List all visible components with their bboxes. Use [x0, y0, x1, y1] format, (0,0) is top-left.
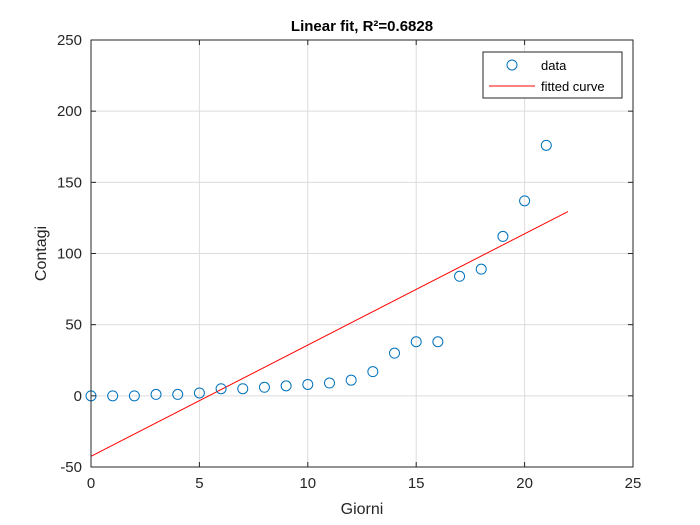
data-point	[302, 378, 314, 390]
data-point	[540, 139, 552, 151]
x-axis-label: Giorni	[341, 501, 384, 518]
y-tick-label: -50	[60, 459, 82, 476]
x-tick-label: 0	[87, 475, 95, 492]
data-point	[432, 336, 444, 348]
data-point	[389, 347, 401, 359]
data-point	[150, 388, 162, 400]
data-point	[454, 270, 466, 282]
data-point	[323, 377, 335, 389]
legend: data fitted curve	[482, 51, 623, 99]
legend-entry-label: data	[541, 58, 567, 73]
y-axis-label: Contagi	[33, 226, 50, 281]
data-point	[345, 374, 357, 386]
data-point	[280, 380, 292, 392]
legend-entry-label: fitted curve	[541, 79, 605, 94]
y-tick-label: 200	[57, 103, 82, 120]
chart-title: Linear fit, R²=0.6828	[291, 18, 433, 35]
x-tick-label: 10	[299, 475, 316, 492]
y-tick-label: 150	[57, 174, 82, 191]
legend-marker-swatch	[506, 59, 518, 71]
data-point	[410, 336, 422, 348]
data-point	[107, 390, 119, 402]
data-point	[128, 390, 140, 402]
y-tick-label: 0	[74, 388, 82, 405]
y-tick-label: 250	[57, 32, 82, 49]
data-point	[258, 381, 270, 393]
data-point	[497, 230, 509, 242]
data-point	[193, 387, 205, 399]
y-tick-label: 50	[65, 317, 82, 334]
fitted-curve-layer	[90, 211, 569, 457]
legend-box	[482, 51, 623, 99]
x-tick-label: 5	[195, 475, 203, 492]
x-tick-label: 20	[516, 475, 533, 492]
data-point	[172, 388, 184, 400]
grid	[90, 39, 634, 468]
y-tick-label: 100	[57, 246, 82, 263]
ticks: 0 5 10 15 20 25 -50 0 50 100 150 200 250	[57, 32, 641, 492]
x-tick-label: 15	[408, 475, 425, 492]
x-tick-label: 25	[625, 475, 642, 492]
fitted-curve-line	[90, 211, 569, 457]
data-markers-layer	[85, 139, 552, 402]
data-point	[367, 366, 379, 378]
data-point	[215, 383, 227, 395]
data-point	[237, 383, 249, 395]
data-point	[519, 195, 531, 207]
data-point	[475, 263, 487, 275]
